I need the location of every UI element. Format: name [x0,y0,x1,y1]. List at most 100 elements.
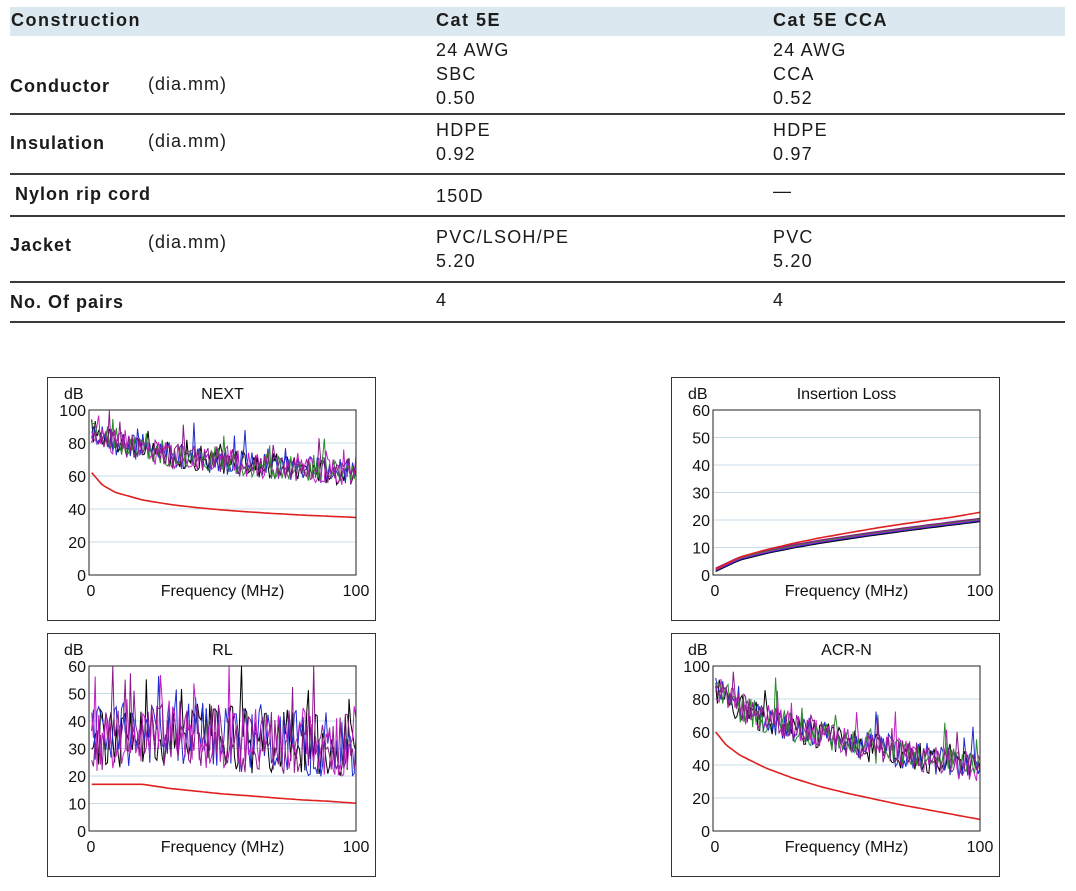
y-tick-label: 20 [68,535,86,552]
row-label: Nylon rip cord [15,184,152,204]
cell-line: HDPE [773,120,828,140]
cell-line: 4 [436,290,448,310]
y-tick-label: 0 [701,824,710,841]
y-tick-label: 40 [692,758,710,775]
limit-line [91,472,357,519]
plot-frame [712,665,981,832]
measured-series-line [91,665,357,777]
row-unit: (dia.mm) [148,74,227,94]
y-tick-label: 40 [68,502,86,519]
x-tick-label: 0 [87,583,96,600]
y-axis-label: dB [688,642,708,659]
row-conductor: Conductor (dia.mm) 24 AWG SBC 0.50 24 AW… [10,36,1065,115]
x-tick-label: 100 [343,583,370,600]
header-cat5e: Cat 5E [436,10,502,30]
cell-line: 24 AWG [436,40,510,60]
row-label: Insulation [10,133,105,153]
y-tick-label: 50 [692,431,710,448]
y-tick-label: 20 [68,769,86,786]
row-nylon-rip-cord: Nylon rip cord 150D — [10,175,1065,217]
y-tick-label: 60 [68,659,86,676]
measured-series-line [715,519,981,571]
x-tick-label: 100 [343,839,370,856]
measured-series-line [91,419,357,486]
y-tick-label: 30 [68,742,86,759]
x-tick-label: 100 [967,839,994,856]
x-axis-label: Frequency (MHz) [161,583,285,600]
cell-line: 5.20 [436,251,476,271]
y-tick-label: 10 [68,797,86,814]
cell-line: 0.50 [436,88,476,108]
plot-frame [88,665,357,832]
acr-n-chart: ACR-N dB 0 20 40 60 80 100 0 100 Frequency (MHz) [671,633,1000,877]
y-tick-label: 30 [692,486,710,503]
cell-line: 150D [436,186,484,206]
row-label: Jacket [10,235,73,255]
y-tick-label: 50 [68,687,86,704]
chart-svg: RL dB 0 10 20 30 40 50 60 0 100 Frequency (MHz) [64,642,370,856]
cell-line: 0.97 [773,144,813,164]
row-no-of-pairs: No. Of pairs 4 4 [10,283,1065,323]
cell-line: — [773,181,793,201]
construction-table: Construction Cat 5E Cat 5E CCA Conductor… [10,7,1065,323]
row-label: No. Of pairs [10,292,125,312]
header-construction: Construction [11,10,141,30]
cell-line: PVC/LSOH/PE [436,227,570,247]
x-axis-label: Frequency (MHz) [161,839,285,856]
row-label: Conductor [10,76,110,96]
cat5e-cell: 4 [436,288,447,312]
chart-title: NEXT [201,386,244,403]
cat5e-cell: 24 AWG SBC 0.50 [436,38,510,110]
measured-series-line [91,415,357,485]
x-tick-label: 0 [711,839,720,856]
cca-cell: — [773,179,792,203]
y-tick-label: 40 [692,458,710,475]
cell-line: CCA [773,64,815,84]
chart-title: ACR-N [821,642,872,659]
row-unit: (dia.mm) [148,131,227,151]
chart-svg: ACR-N dB 0 20 40 60 80 100 0 100 Frequency (MHz) [683,642,994,856]
chart-svg: Insertion Loss dB 0 10 20 30 40 50 60 0 100 Frequen… [688,386,994,600]
measured-series-line [715,521,981,572]
measured-series-line [715,677,981,774]
x-tick-label: 100 [967,583,994,600]
cell-line: HDPE [436,120,491,140]
y-tick-label: 0 [77,824,86,841]
y-tick-label: 60 [692,403,710,420]
table-header: Construction Cat 5E Cat 5E CCA [10,7,1065,36]
measured-series-line [91,410,357,483]
y-tick-label: 40 [68,714,86,731]
cat5e-cell: HDPE 0.92 [436,118,491,166]
chart-title: Insertion Loss [797,386,897,403]
plot-frame [88,409,357,576]
row-jacket: Jacket (dia.mm) PVC/LSOH/PE 5.20 PVC 5.2… [10,217,1065,283]
limit-line [91,783,357,804]
y-tick-label: 10 [692,541,710,558]
header-cat5e-cca: Cat 5E CCA [773,10,889,30]
y-tick-label: 0 [701,568,710,585]
limit-line [715,731,981,821]
cell-line: SBC [436,64,477,84]
y-tick-label: 20 [692,513,710,530]
y-tick-label: 60 [692,725,710,742]
y-tick-label: 80 [692,692,710,709]
cell-line: 4 [773,290,785,310]
x-axis-label: Frequency (MHz) [785,839,909,856]
y-tick-label: 80 [68,436,86,453]
insertion-loss-chart: Insertion Loss dB 0 10 20 30 40 50 60 0 100 Frequen… [671,377,1000,621]
chart-svg: NEXT dB 0 20 40 60 80 100 0 100 Frequency (MHz) [59,386,370,600]
y-axis-label: dB [64,642,84,659]
y-axis-label: dB [64,386,84,403]
cell-line: 0.92 [436,144,476,164]
y-tick-label: 0 [77,568,86,585]
measured-series-line [91,665,357,774]
limit-line [715,511,981,570]
y-tick-label: 100 [683,659,710,676]
cca-cell: 24 AWG CCA 0.52 [773,38,847,110]
cca-cell: PVC 5.20 [773,225,814,273]
measured-series-line [715,520,981,572]
measured-series-line [715,518,981,570]
cell-line: 24 AWG [773,40,847,60]
cell-line: PVC [773,227,814,247]
rl-chart: RL dB 0 10 20 30 40 50 60 0 100 Frequency (MHz) [47,633,376,877]
